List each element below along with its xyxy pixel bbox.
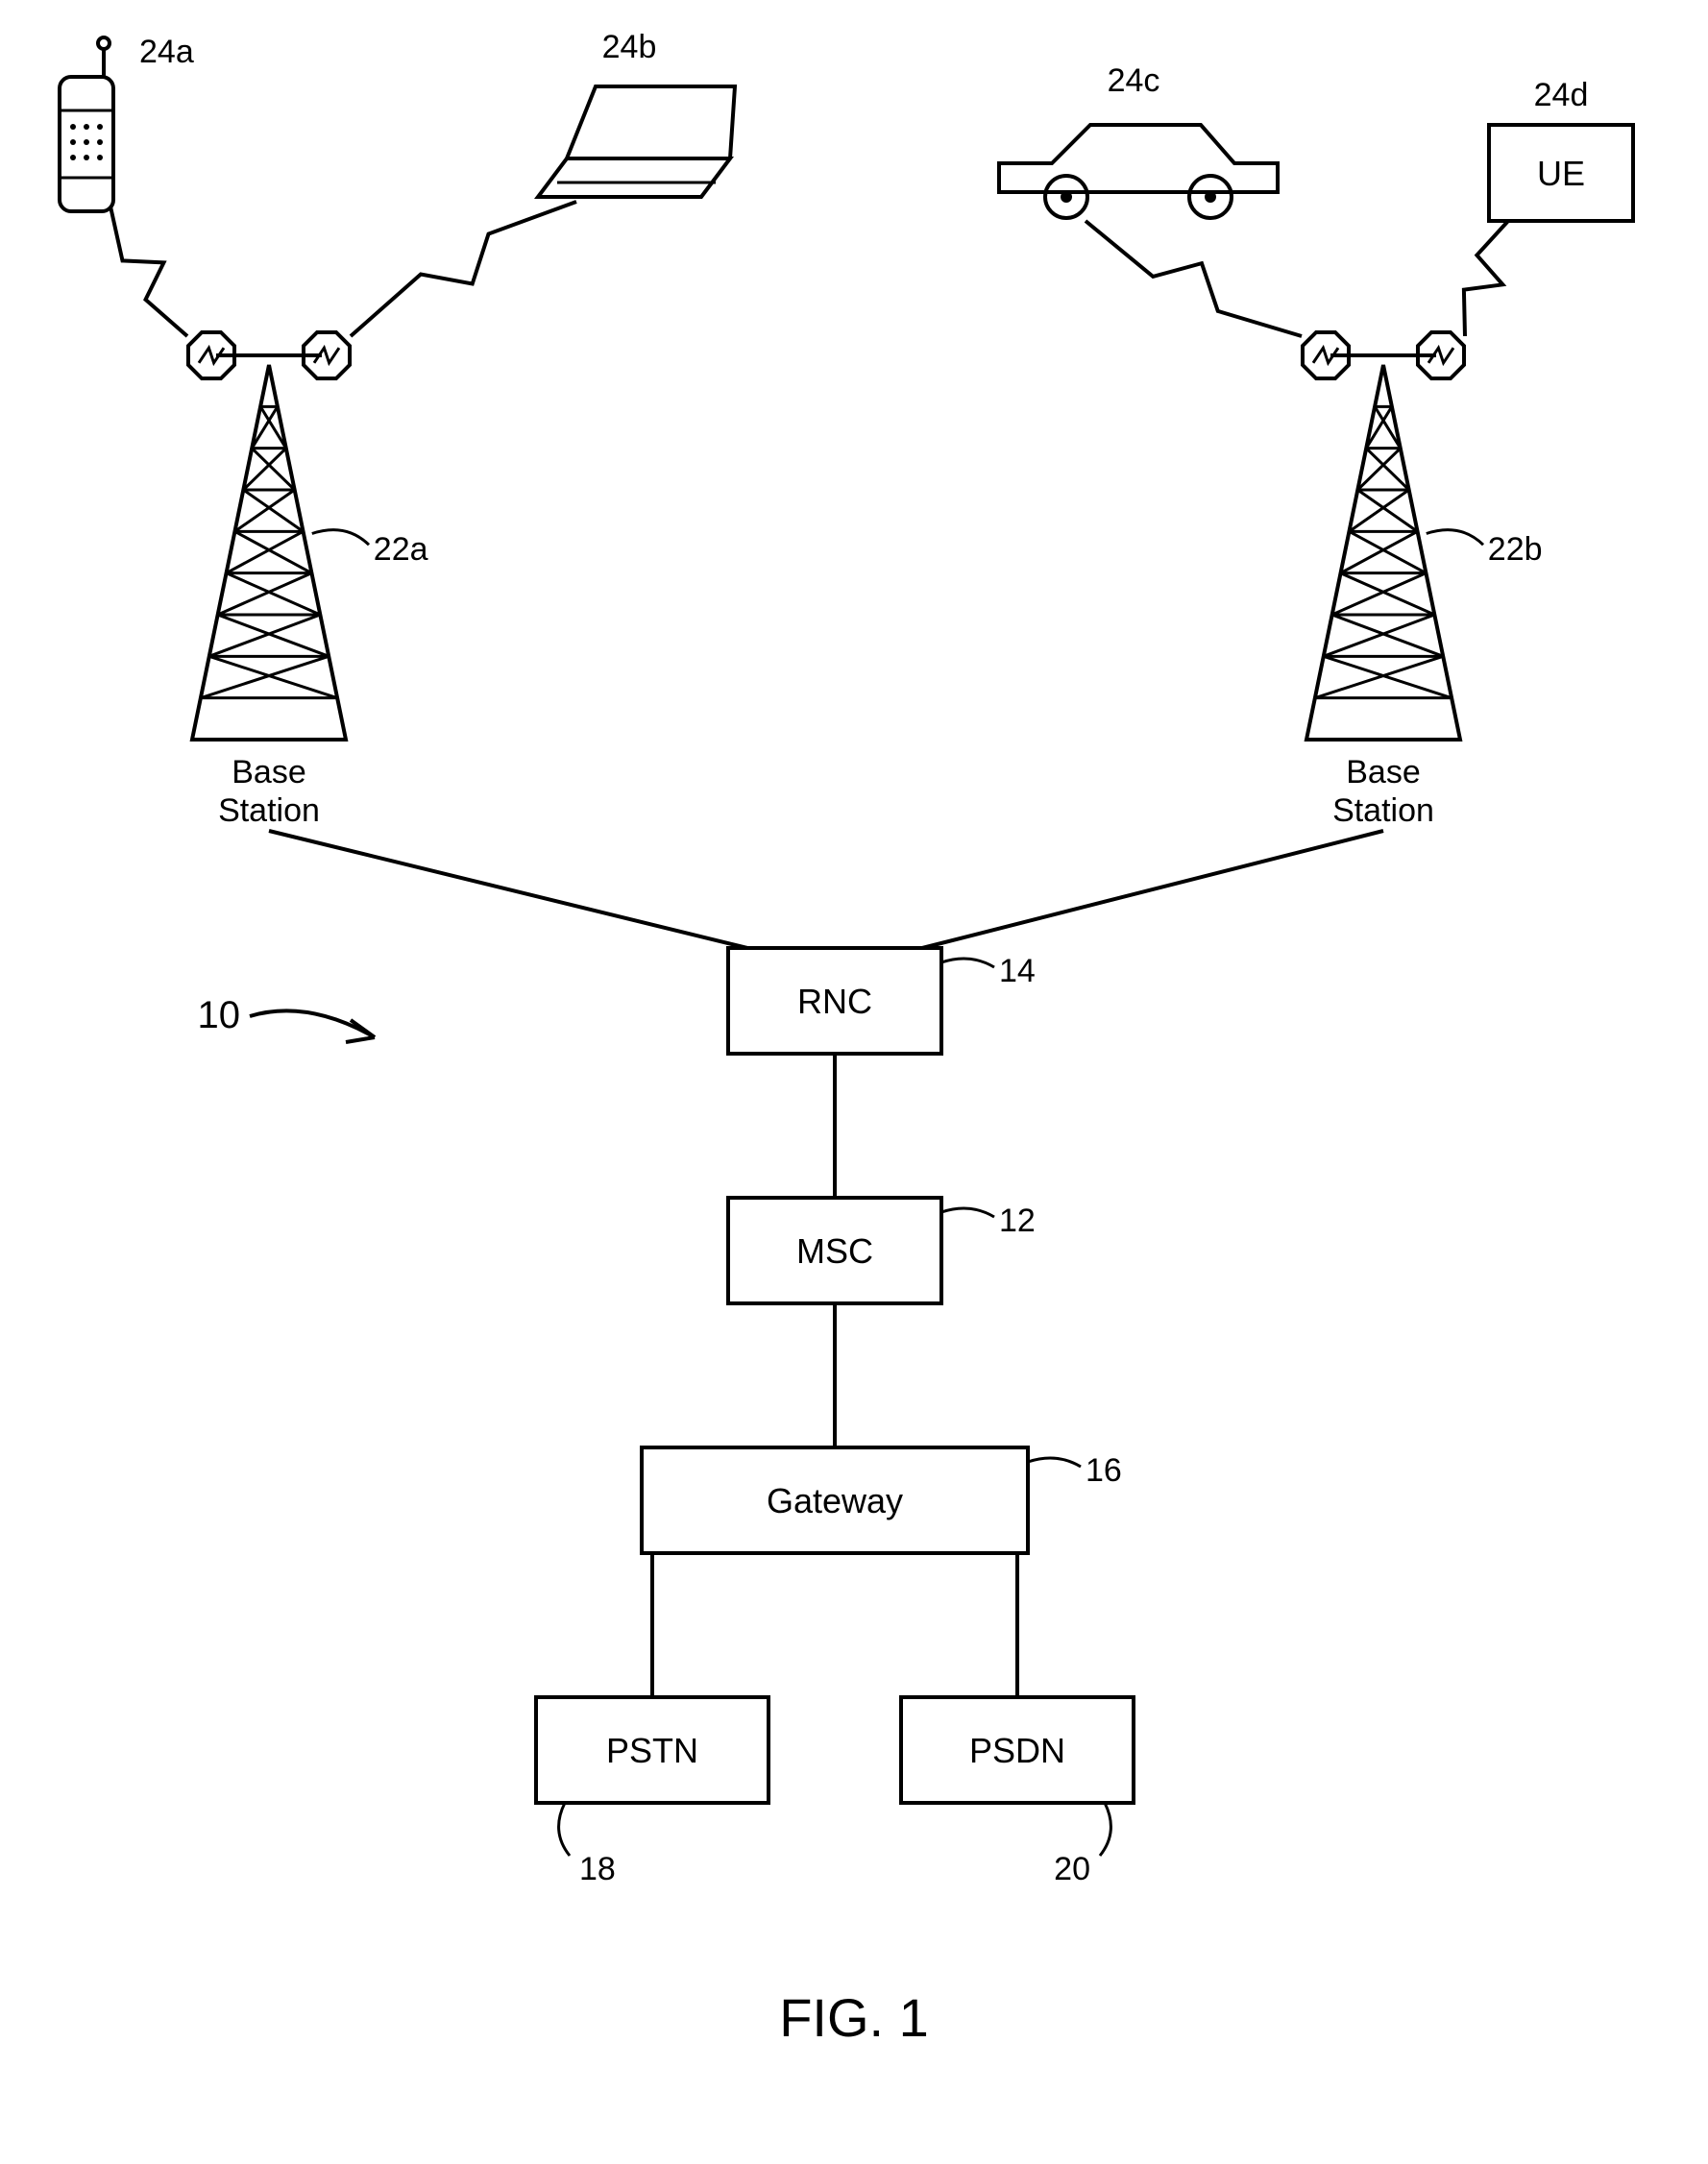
psdn-ref: 20 — [1054, 1851, 1090, 1887]
tower-a-ref: 22a — [374, 531, 428, 568]
gateway-label: Gateway — [767, 1481, 903, 1520]
system-ref: 10 — [198, 994, 241, 1036]
tower-b-label1: Base — [1346, 754, 1421, 790]
pstn-label: PSTN — [606, 1731, 698, 1770]
car-ref: 24c — [1108, 62, 1160, 99]
pstn-ref: 18 — [579, 1851, 616, 1887]
ue-label: UE — [1537, 154, 1585, 193]
laptop-icon — [538, 86, 735, 197]
tower-a-label2: Station — [218, 792, 320, 829]
figure-caption: FIG. 1 — [779, 1987, 929, 2048]
msc-ref: 12 — [999, 1203, 1036, 1239]
phone-ref: 24a — [139, 34, 194, 70]
rnc-label: RNC — [797, 982, 872, 1021]
phone-icon — [60, 37, 113, 211]
car-icon — [999, 125, 1278, 218]
gateway-ref: 16 — [1086, 1452, 1122, 1489]
tower-b-label2: Station — [1332, 792, 1434, 829]
laptop-ref: 24b — [602, 29, 657, 65]
rnc-ref: 14 — [999, 953, 1036, 989]
tower-b-ref: 22b — [1488, 531, 1543, 568]
psdn-label: PSDN — [969, 1731, 1065, 1770]
msc-label: MSC — [796, 1231, 873, 1271]
tower-a-label1: Base — [232, 754, 306, 790]
ue-ref: 24d — [1534, 77, 1589, 113]
